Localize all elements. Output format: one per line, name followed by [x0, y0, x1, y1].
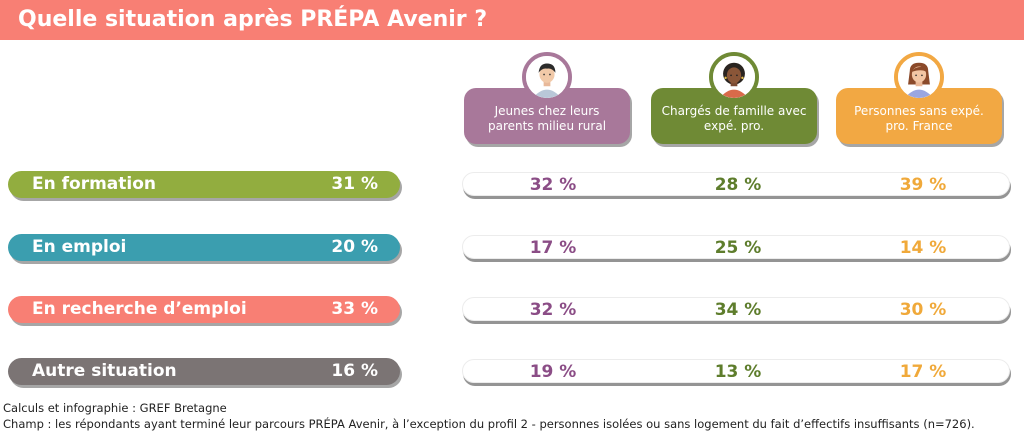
situation-pill: En recherche d’emploi 33 % [8, 296, 400, 323]
situation-total: 16 % [331, 361, 378, 381]
profile-values-track: 17 % 25 % 14 % [462, 235, 1010, 259]
profile-value-3: 14 % [899, 238, 947, 258]
situation-label: En emploi [32, 237, 127, 257]
profile-value-3: 39 % [899, 175, 947, 195]
page-title: Quelle situation après PRÉPA Avenir ? [18, 7, 488, 32]
profile-header-1: Jeunes chez leurs parents milieu rural [464, 52, 630, 144]
situation-pill: En formation 31 % [8, 171, 400, 198]
situation-label: Autre situation [32, 361, 177, 381]
situation-total: 20 % [331, 237, 378, 257]
profile-value-2: 25 % [714, 238, 762, 258]
profile-value-1: 32 % [529, 300, 577, 320]
profile-values-track: 32 % 34 % 30 % [462, 297, 1010, 321]
situation-label: En recherche d’emploi [32, 299, 247, 319]
situation-total: 33 % [331, 299, 378, 319]
parent-avatar-icon [709, 52, 759, 102]
situation-total: 31 % [331, 174, 378, 194]
profile-value-1: 17 % [529, 238, 577, 258]
profile-value-2: 28 % [714, 175, 762, 195]
profile-value-1: 32 % [529, 175, 577, 195]
footnote-scope: Champ : les répondants ayant terminé leu… [3, 417, 975, 431]
profile-value-1: 19 % [529, 362, 577, 382]
woman-avatar-icon [894, 52, 944, 102]
title-bar: Quelle situation après PRÉPA Avenir ? [0, 0, 1024, 40]
profile-header-2: Chargés de famille avec expé. pro. [651, 52, 817, 144]
situation-pill: Autre situation 16 % [8, 358, 400, 385]
profile-value-2: 34 % [714, 300, 762, 320]
profile-value-3: 30 % [899, 300, 947, 320]
profile-value-2: 13 % [714, 362, 762, 382]
situation-label: En formation [32, 174, 157, 194]
profile-value-3: 17 % [899, 362, 947, 382]
situation-pill: En emploi 20 % [8, 234, 400, 261]
young-person-avatar-icon [522, 52, 572, 102]
profile-values-track: 19 % 13 % 17 % [462, 359, 1010, 383]
profile-values-track: 32 % 28 % 39 % [462, 172, 1010, 196]
footnote-credits: Calculs et infographie : GREF Bretagne [3, 401, 227, 415]
profile-header-3: Personnes sans expé. pro. France [836, 52, 1002, 144]
